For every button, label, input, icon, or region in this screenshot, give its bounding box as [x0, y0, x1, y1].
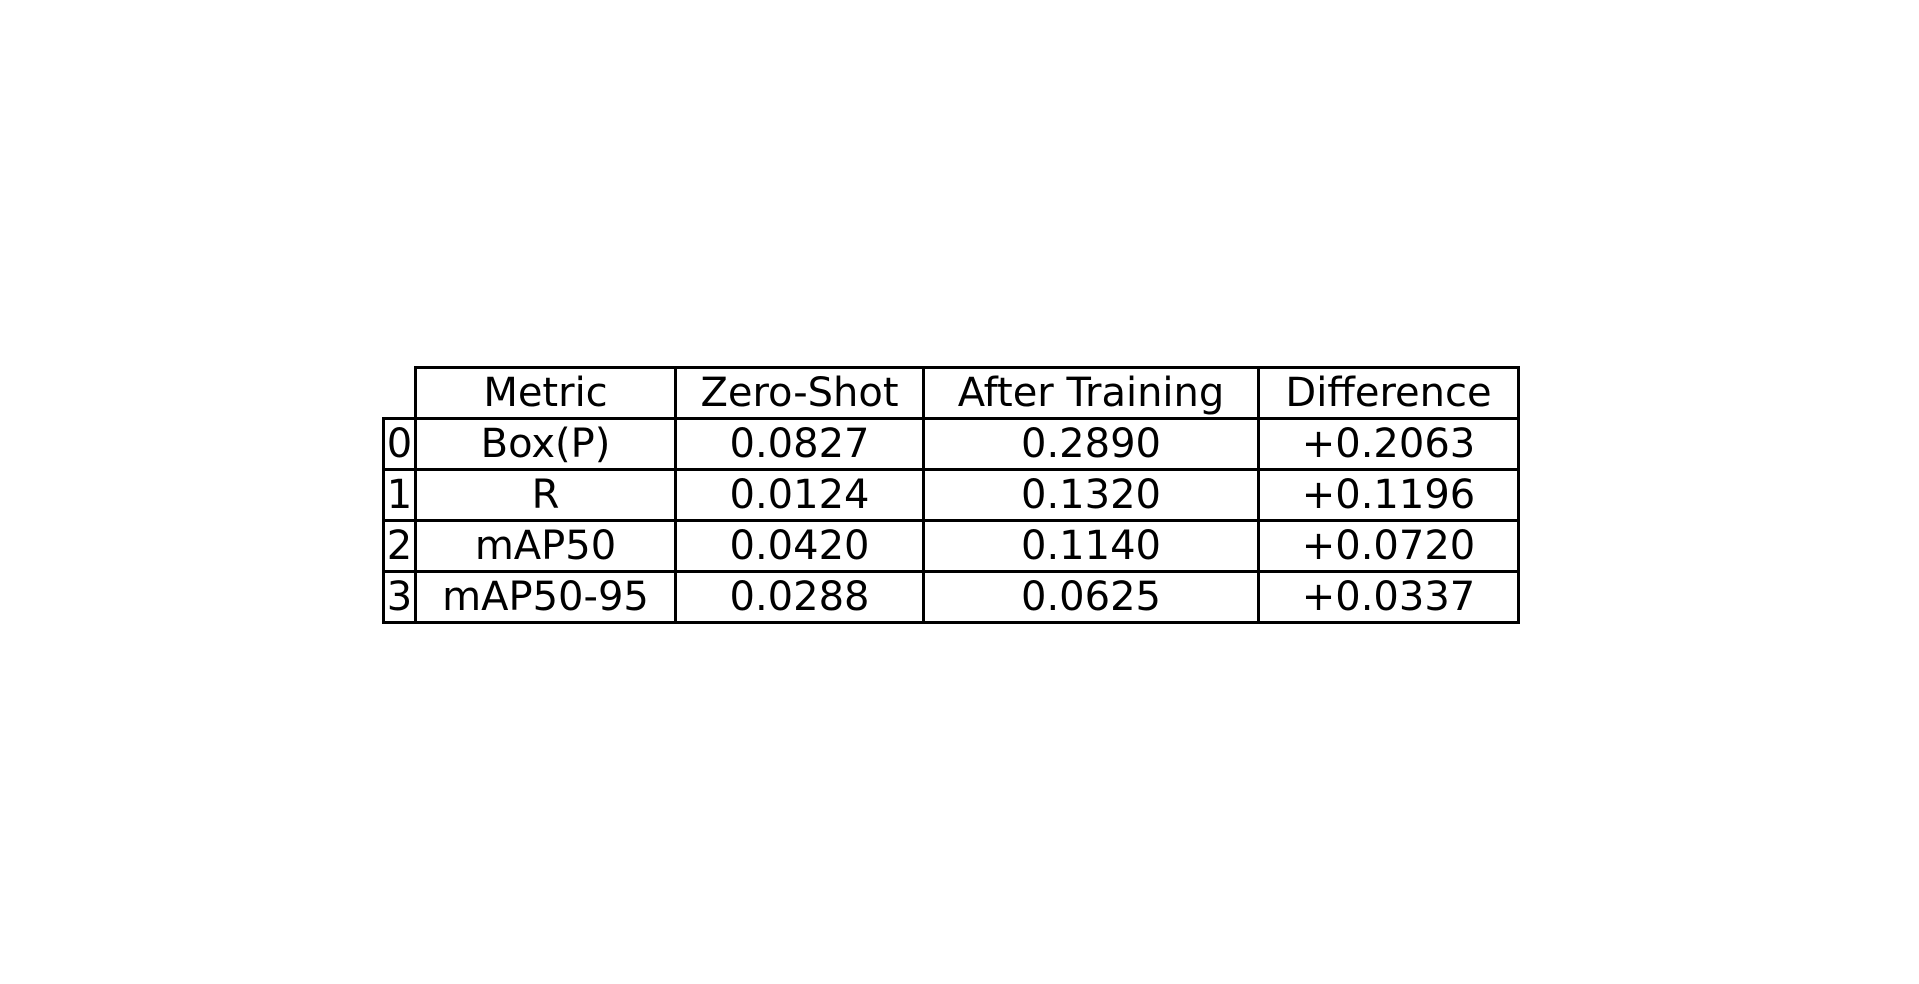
cell-after-training: 0.1140 [922, 519, 1260, 573]
cell-difference: +0.1196 [1257, 468, 1520, 522]
table-row: 3 mAP50-95 0.0288 0.0625 +0.0337 [382, 570, 1520, 624]
cell-after-training: 0.1320 [922, 468, 1260, 522]
table-row: 1 R 0.0124 0.1320 +0.1196 [382, 468, 1520, 522]
cell-after-training: 0.2890 [922, 417, 1260, 471]
row-index: 0 [382, 417, 417, 471]
results-table-container: Metric Zero-Shot After Training Differen… [382, 366, 1520, 624]
cell-after-training: 0.0625 [922, 570, 1260, 624]
table-header-row: Metric Zero-Shot After Training Differen… [384, 366, 1520, 420]
row-index: 3 [382, 570, 417, 624]
index-header-corner [384, 368, 416, 419]
cell-difference: +0.0337 [1257, 570, 1520, 624]
cell-zero-shot: 0.0288 [674, 570, 925, 624]
cell-metric: Box(P) [414, 417, 677, 471]
column-header-after-training: After Training [922, 366, 1260, 420]
column-header-zero-shot: Zero-Shot [674, 366, 925, 420]
table-row: 0 Box(P) 0.0827 0.2890 +0.2063 [382, 417, 1520, 471]
cell-metric: R [414, 468, 677, 522]
column-header-metric: Metric [414, 366, 677, 420]
column-header-difference: Difference [1257, 366, 1520, 420]
cell-metric: mAP50-95 [414, 570, 677, 624]
results-table: Metric Zero-Shot After Training Differen… [382, 366, 1520, 624]
cell-metric: mAP50 [414, 519, 677, 573]
row-index: 1 [382, 468, 417, 522]
table-row: 2 mAP50 0.0420 0.1140 +0.0720 [382, 519, 1520, 573]
row-index: 2 [382, 519, 417, 573]
cell-zero-shot: 0.0420 [674, 519, 925, 573]
cell-difference: +0.0720 [1257, 519, 1520, 573]
cell-zero-shot: 0.0124 [674, 468, 925, 522]
cell-difference: +0.2063 [1257, 417, 1520, 471]
cell-zero-shot: 0.0827 [674, 417, 925, 471]
